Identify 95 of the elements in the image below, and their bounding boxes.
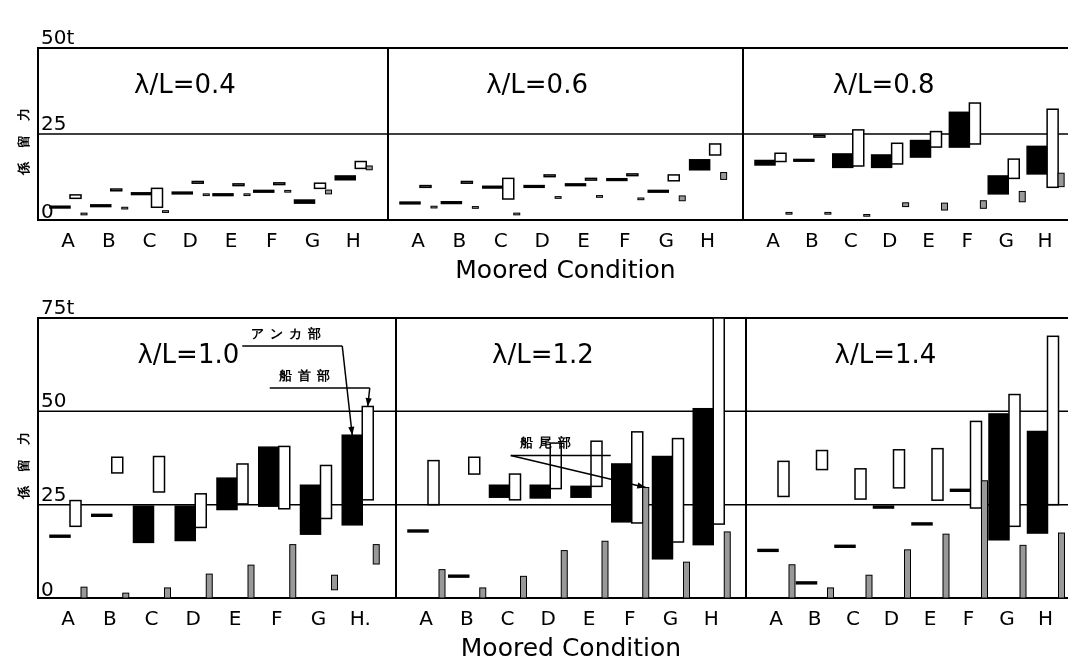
bar — [1019, 544, 1027, 599]
x-tick-label: C — [144, 606, 159, 630]
x-tick-label: D — [534, 228, 550, 252]
x-tick-label: B — [459, 606, 474, 630]
bar — [468, 456, 481, 475]
bar — [720, 172, 728, 180]
bar — [815, 449, 829, 471]
bar — [1058, 532, 1065, 599]
x-tick-label: D — [540, 606, 556, 630]
text: λ/L=1.0 — [137, 339, 240, 369]
x-tick-label: A — [411, 228, 426, 252]
bar — [723, 531, 731, 599]
x-tick-label: A — [766, 228, 781, 252]
x-tick-label: G — [999, 606, 1015, 630]
x-tick-label: G — [304, 228, 321, 252]
x-tick-label: H — [700, 228, 716, 252]
x-tick-label: H — [1037, 606, 1054, 630]
x-tick-label: C — [846, 606, 860, 630]
text: アンカ部 — [251, 326, 328, 341]
x-tick-label: G — [310, 606, 327, 630]
x-tick-label: B — [807, 606, 822, 630]
x-tick-label: A — [419, 606, 434, 630]
bar — [683, 561, 690, 599]
x-tick-label: D — [185, 606, 201, 630]
x-tick-label: F — [270, 606, 283, 630]
x-axis-title: Moored Condition — [460, 633, 682, 662]
x-tick-label: B — [805, 228, 819, 252]
x-tick-label: G — [658, 228, 674, 252]
bar — [942, 533, 950, 599]
bar — [601, 540, 609, 599]
x-tick-label: G — [998, 228, 1014, 252]
bar — [479, 587, 487, 599]
text: λ/L=0.6 — [486, 69, 588, 99]
x-tick-label: E — [224, 228, 238, 252]
bar — [667, 174, 680, 182]
y-axis-title: 係留力 — [16, 417, 31, 500]
bar — [892, 449, 906, 489]
bar — [688, 159, 711, 171]
x-tick-label: B — [452, 228, 467, 252]
y-tick-label: 0 — [41, 199, 54, 223]
x-tick-label: C — [493, 228, 508, 252]
bar — [854, 468, 867, 500]
bar — [865, 574, 873, 599]
x-tick-label: H — [1037, 228, 1053, 252]
y-tick-label: 25 — [41, 481, 67, 506]
x-tick-label: D — [881, 228, 898, 252]
x-tick-label: F — [962, 606, 975, 630]
x-tick-label: B — [102, 606, 117, 630]
x-axis-title: Moored Condition — [455, 255, 676, 284]
x-tick-label: E — [922, 228, 935, 252]
text: 船首部 — [277, 368, 336, 383]
x-tick-label: G — [662, 606, 679, 630]
y-tick-label: 75t — [41, 295, 75, 319]
x-tick-label: D — [883, 606, 900, 630]
x-tick-label: C — [500, 606, 515, 630]
x-tick-label: E — [582, 606, 596, 630]
x-tick-label: E — [923, 606, 937, 630]
x-tick-label: F — [623, 606, 636, 630]
bar — [827, 587, 834, 599]
x-tick-label: C — [142, 228, 157, 252]
y-tick-label: 50t — [41, 25, 75, 49]
bar — [708, 143, 722, 156]
text: λ/L=0.8 — [832, 69, 935, 99]
bar — [979, 200, 987, 209]
x-tick-label: H — [703, 606, 719, 630]
x-tick-label: E — [228, 606, 242, 630]
bar — [931, 447, 944, 501]
x-tick-label: A — [61, 606, 76, 630]
bar — [560, 550, 568, 599]
bar — [520, 575, 527, 599]
bar — [902, 202, 910, 208]
x-tick-label: D — [182, 228, 198, 252]
x-tick-label: F — [265, 228, 278, 252]
x-tick-label: C — [843, 228, 858, 252]
x-tick-label: A — [61, 228, 76, 252]
x-tick-label: B — [101, 228, 116, 252]
text: λ/L=1.2 — [492, 339, 594, 369]
y-tick-label: 0 — [41, 577, 54, 601]
text: λ/L=0.4 — [134, 69, 236, 99]
x-tick-label: H — [345, 228, 361, 252]
x-tick-label: A — [769, 606, 784, 630]
y-tick-label: 50 — [41, 388, 67, 413]
y-axis-title: 係留力 — [16, 93, 31, 176]
text: λ/L=1.4 — [834, 339, 937, 369]
y-tick-label: 25 — [41, 111, 67, 135]
bar — [777, 460, 790, 498]
x-tick-label: F — [961, 228, 974, 252]
bar — [438, 569, 446, 599]
x-tick-label: F — [619, 228, 631, 252]
bar — [904, 549, 911, 599]
bar — [678, 195, 686, 202]
bar — [941, 202, 948, 211]
x-tick-label: H. — [349, 606, 371, 630]
x-tick-label: E — [577, 228, 590, 252]
bar — [1018, 190, 1026, 203]
